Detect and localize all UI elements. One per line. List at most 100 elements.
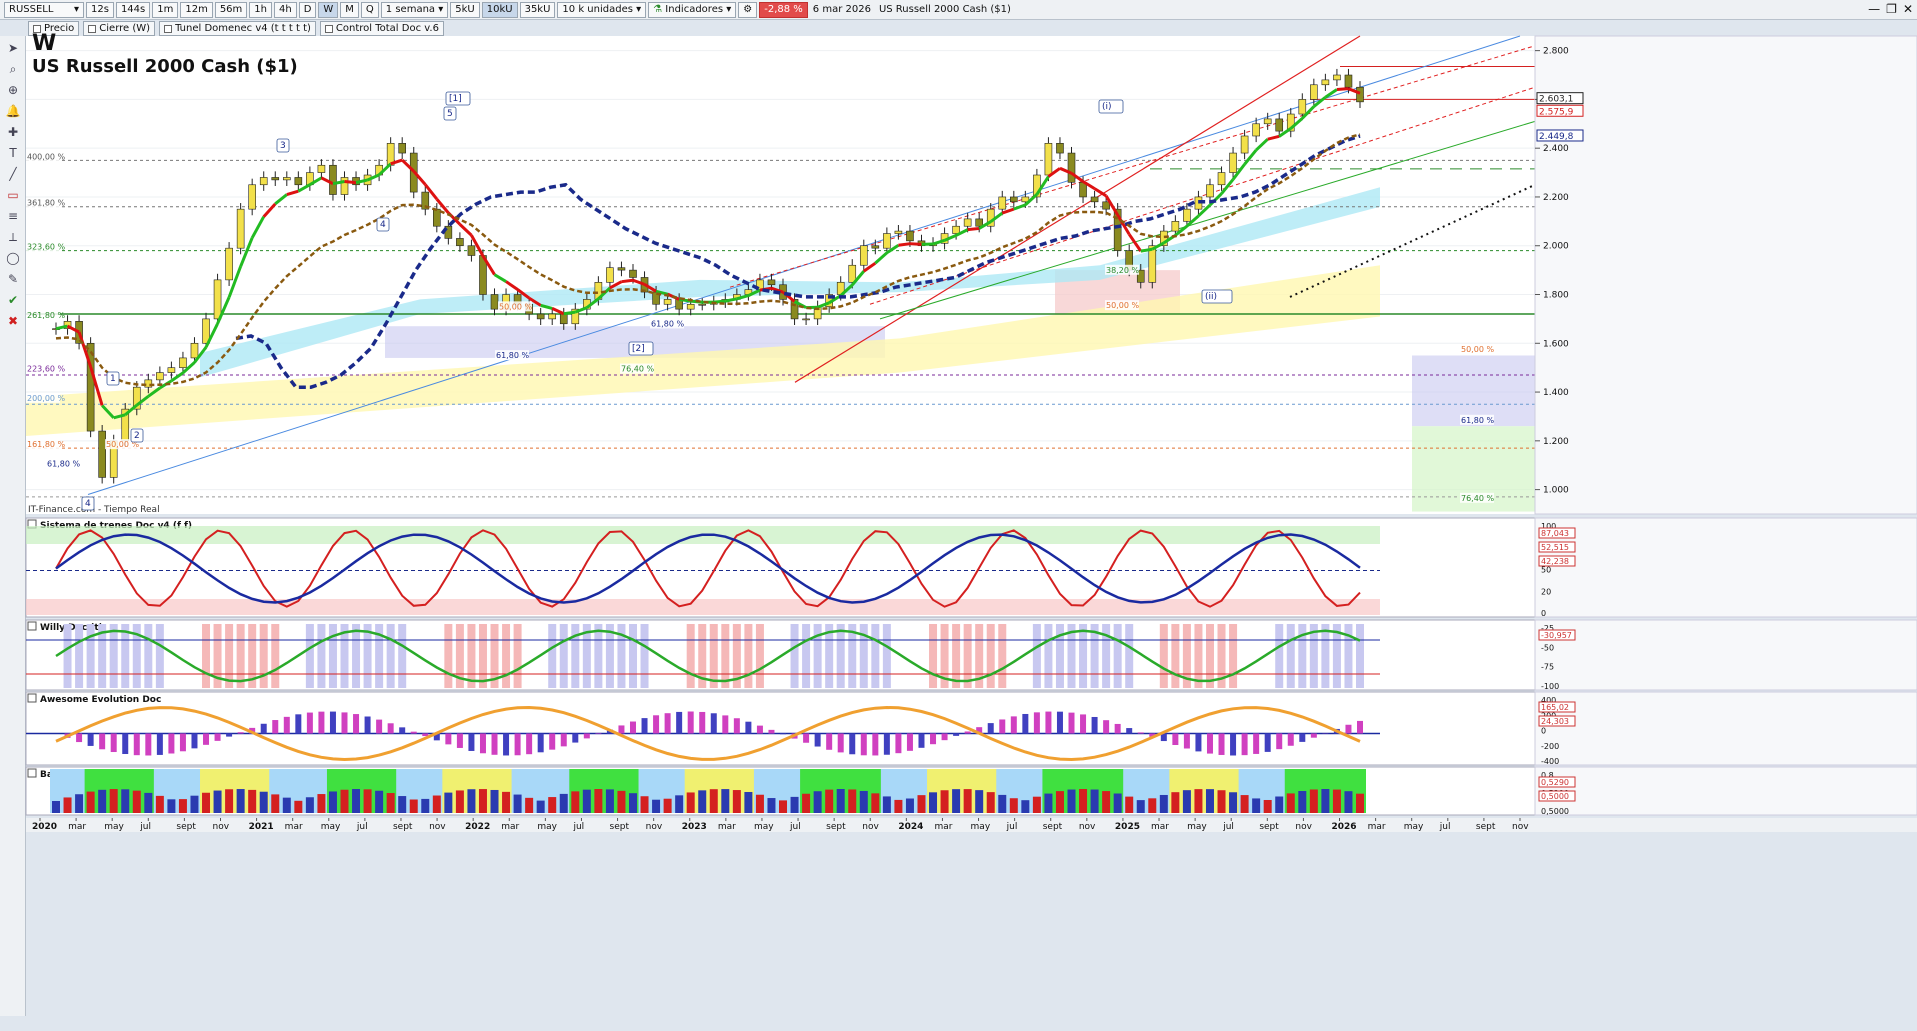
price-tick-label: 1.200: [1543, 437, 1569, 447]
histogram-bar: [122, 733, 129, 755]
timeframe-m[interactable]: M: [340, 1, 359, 18]
legend-item[interactable]: Control Total Doc v.6: [319, 21, 444, 36]
histogram-bar: [930, 733, 937, 745]
pencil-icon[interactable]: ✎: [7, 272, 19, 286]
checkbox-icon[interactable]: [164, 24, 173, 33]
histogram-bar: [1287, 733, 1294, 746]
candle: [421, 191, 430, 210]
histogram-bar: [526, 733, 533, 755]
histogram-bar: [780, 733, 787, 735]
minimize-icon[interactable]: —: [1868, 2, 1881, 16]
unit-button-10ku[interactable]: 10kU: [481, 1, 518, 18]
candle: [906, 230, 914, 242]
symbol-selector[interactable]: RUSSELL ▾: [4, 1, 84, 18]
checkbox-icon[interactable]: [324, 24, 333, 33]
timeframe-12s[interactable]: 12s: [86, 1, 114, 18]
gear-icon: ⚙: [743, 4, 753, 15]
time-tick-label: mar: [285, 822, 303, 832]
check-icon[interactable]: ✔: [7, 293, 19, 307]
willy-bar: [328, 624, 337, 688]
time-tick-label: jul: [572, 822, 584, 832]
window-controls: — ❐ ✕: [1868, 2, 1913, 16]
ema-line: [886, 243, 900, 255]
force-hist: [698, 790, 707, 813]
ema-line: [101, 404, 115, 419]
wave-label: [2]: [632, 344, 645, 354]
timeframe-56m[interactable]: 56m: [214, 1, 248, 18]
timeframe-d[interactable]: D: [298, 1, 317, 18]
settings-button[interactable]: ⚙: [738, 1, 758, 18]
checkbox-icon[interactable]: [88, 24, 97, 33]
legend-label: Cierre (W): [99, 23, 151, 34]
timeframe-1h[interactable]: 1h: [249, 1, 272, 18]
time-tick-label: nov: [1295, 822, 1312, 832]
zoom-icon[interactable]: ⊕: [7, 83, 19, 97]
restore-icon[interactable]: ❐: [1886, 2, 1897, 16]
delete-icon[interactable]: ✖: [7, 314, 19, 328]
legend-item[interactable]: Tunel Domenec v4 (t t t t t): [159, 21, 316, 36]
checkbox-icon[interactable]: [33, 24, 41, 33]
timeframe-4h[interactable]: 4h: [273, 1, 297, 18]
fib-label-bg: [620, 363, 654, 374]
timeframe-1m[interactable]: 1m: [152, 1, 179, 18]
ema-line: [932, 238, 946, 246]
willy-bar: [732, 624, 741, 688]
fibonacci-icon[interactable]: ≡: [7, 209, 19, 223]
timeframe-144s[interactable]: 144s: [115, 1, 151, 18]
channel-icon[interactable]: ▭: [7, 188, 19, 202]
candle: [848, 264, 857, 283]
force-hist: [1252, 798, 1261, 813]
ema-line: [551, 307, 565, 316]
candle: [767, 279, 776, 286]
force-hist: [294, 800, 303, 813]
text-icon[interactable]: T: [9, 146, 17, 160]
willy-bar: [836, 624, 845, 688]
period-selector[interactable]: 1 semana ▾: [380, 1, 449, 18]
ema-line: [1312, 96, 1327, 108]
wave-label-box: [376, 217, 390, 232]
fib-label: 61,80 %: [47, 460, 80, 469]
close-icon[interactable]: ✕: [1902, 2, 1913, 16]
units-selector[interactable]: 10 k unidades ▾: [557, 1, 647, 18]
trendline-icon[interactable]: ╱: [9, 167, 17, 181]
unit-button-5ku[interactable]: 5kU: [450, 1, 480, 18]
measure-icon[interactable]: ⟂: [8, 229, 17, 244]
force-hist: [225, 789, 234, 813]
panel-value-badge: [1538, 701, 1576, 713]
indicators-button[interactable]: ⚗ Indicadores ▾: [648, 1, 737, 18]
histogram-bar: [756, 725, 763, 734]
willy-bar: [721, 624, 730, 688]
ema-line: [1093, 187, 1107, 198]
timeframe-q[interactable]: Q: [360, 1, 379, 18]
willy-bar: [813, 624, 822, 688]
willy-bar: [455, 624, 464, 688]
legend-item[interactable]: Precio: [28, 21, 80, 36]
timeframe-w[interactable]: W: [318, 1, 339, 18]
unit-group: 5kU 10kU 35kU: [450, 1, 556, 18]
ema-line: [1059, 166, 1073, 175]
search-icon[interactable]: ⌕: [9, 61, 17, 76]
ellipse-icon[interactable]: ◯: [6, 251, 20, 265]
timeframe-12m[interactable]: 12m: [180, 1, 213, 18]
time-tick-label: sept: [826, 822, 846, 832]
force-hist: [202, 792, 211, 813]
time-tick-label: nov: [1512, 822, 1529, 832]
ema-line: [851, 270, 865, 286]
willy-line: [55, 629, 1361, 683]
bell-icon[interactable]: 🔔: [5, 104, 21, 118]
force-hist: [190, 795, 199, 813]
candle: [975, 218, 983, 227]
histogram-bar: [595, 733, 602, 735]
willy-bar: [248, 624, 257, 688]
force-hist: [1148, 798, 1157, 813]
ema-line: [66, 324, 80, 334]
arrow-icon[interactable]: ➤: [7, 41, 19, 55]
cross-icon[interactable]: ✚: [7, 125, 19, 139]
unit-button-35ku[interactable]: 35kU: [519, 1, 556, 18]
force-hist: [305, 797, 314, 813]
force-hist: [513, 794, 522, 813]
legend-item[interactable]: Cierre (W): [83, 21, 156, 36]
panel-tick-label: -25: [1541, 624, 1554, 633]
candle: [963, 218, 972, 227]
